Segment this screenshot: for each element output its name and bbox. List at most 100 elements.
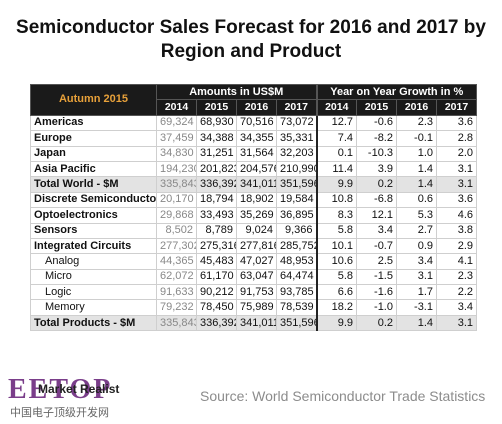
amount-year-header: 2014 (156, 99, 197, 116)
market-realist-brand: Market Realist (38, 382, 120, 396)
table-row: Memory 79,232 78,450 75,989 78,539 18.2 -1.0 -3… (30, 299, 478, 316)
amount-cell: 8,789 (196, 222, 237, 239)
growth-cell: 5.8 (315, 222, 357, 239)
growth-cell: 7.4 (315, 130, 357, 147)
table-row: Micro 62,072 61,170 63,047 64,474 5.8 -1.5 3.1 2… (30, 268, 478, 286)
amount-year-header: 2015 (196, 99, 237, 116)
growth-cell: 5.8 (315, 268, 357, 286)
amount-cell: 277,816 (236, 237, 277, 255)
amount-cell: 341,011 (236, 314, 277, 332)
amount-cell: 210,990 (276, 160, 317, 178)
header-row-groups: Autumn 2015 Amounts in US$M Year on Year… (30, 83, 478, 116)
amount-cell: 36,895 (276, 207, 317, 224)
growth-cell: -1.0 (356, 299, 397, 316)
amount-cell: 69,324 (156, 114, 197, 132)
growth-cell: 2.7 (396, 222, 437, 239)
growth-cell: 2.9 (435, 237, 478, 255)
growth-cell: 12.7 (315, 114, 357, 132)
growth-cell: 9.9 (315, 314, 357, 332)
amount-cell: 78,450 (196, 299, 237, 316)
amount-cell: 20,170 (156, 191, 197, 209)
table-row: Optoelectronics 29,868 33,493 35,269 36,895 8… (30, 207, 478, 224)
growth-cell: 3.4 (356, 222, 397, 239)
row-label: Europe (30, 130, 157, 147)
growth-year-header: 2014 (315, 99, 357, 116)
growth-cell: 3.1 (396, 268, 437, 286)
amount-cell: 336,392 (196, 176, 237, 193)
table-row: Europe 37,459 34,388 34,355 35,331 7.4 -8.2 -0.… (30, 130, 478, 147)
amount-cell: 335,843 (156, 176, 197, 193)
amount-cell: 37,459 (156, 130, 197, 147)
amount-cell: 93,785 (276, 284, 317, 301)
growth-cell: 2.2 (435, 284, 478, 301)
growth-year-header: 2017 (435, 99, 478, 116)
growth-year-header: 2015 (356, 99, 397, 116)
table-row: Logic 91,633 90,212 91,753 93,785 6.6 -1.6 1.7 2… (30, 284, 478, 301)
growth-cell: 2.3 (396, 114, 437, 132)
table-row: Total World - $M 335,843 336,392 341,011 351… (30, 176, 478, 193)
growth-cell: 0.2 (356, 314, 397, 332)
growth-cell: 3.1 (435, 160, 478, 178)
growth-cell: 2.3 (435, 268, 478, 286)
amount-cell: 31,564 (236, 145, 277, 162)
growth-cell: 8.3 (315, 207, 357, 224)
growth-cell: 1.7 (396, 284, 437, 301)
row-label: Discrete Semiconductors (30, 191, 157, 209)
growth-cell: -0.1 (396, 130, 437, 147)
amount-cell: 29,868 (156, 207, 197, 224)
row-label: Americas (30, 114, 157, 132)
growth-cell: 0.6 (396, 191, 437, 209)
growth-cell: 1.4 (396, 176, 437, 193)
growth-cell: 3.1 (435, 176, 478, 193)
row-label: Total Products - $M (30, 314, 157, 332)
amount-cell: 75,989 (236, 299, 277, 316)
autumn-label: Autumn 2015 (30, 84, 157, 116)
growth-cell: 3.4 (396, 253, 437, 270)
header-row-years: 2014 2015 2016 2017 2014 2015 2016 2017 (31, 99, 478, 116)
amount-cell: 275,316 (196, 237, 237, 255)
eetop-watermark-text: 中国电子顶级开发网 (10, 407, 109, 419)
amount-cell: 204,576 (236, 160, 277, 178)
growth-cell: 10.1 (315, 237, 357, 255)
amount-cell: 90,212 (196, 284, 237, 301)
growth-cell: 0.1 (315, 145, 357, 162)
amount-cell: 33,493 (196, 207, 237, 224)
row-label: Integrated Circuits (30, 237, 157, 255)
amount-cell: 34,355 (236, 130, 277, 147)
growth-cell: 11.4 (315, 160, 357, 178)
amount-cell: 64,474 (276, 268, 317, 286)
amount-cell: 68,930 (196, 114, 237, 132)
amount-cell: 19,584 (276, 191, 317, 209)
amount-cell: 335,843 (156, 314, 197, 332)
growth-cell: 2.0 (435, 145, 478, 162)
amount-year-header: 2017 (276, 99, 317, 116)
amount-cell: 341,011 (236, 176, 277, 193)
row-label: Memory (30, 299, 157, 316)
amount-cell: 351,596 (276, 314, 317, 332)
growth-cell: 5.3 (396, 207, 437, 224)
sales-table-container: Autumn 2015 Amounts in US$M Year on Year… (30, 83, 478, 332)
amount-cell: 73,072 (276, 114, 317, 132)
amount-cell: 336,392 (196, 314, 237, 332)
growth-cell: 0.9 (396, 237, 437, 255)
growth-cell: 12.1 (356, 207, 397, 224)
growth-cell: 18.2 (315, 299, 357, 316)
amount-cell: 45,483 (196, 253, 237, 270)
amount-cell: 194,230 (156, 160, 197, 178)
amount-cell: 34,388 (196, 130, 237, 147)
amount-cell: 9,366 (276, 222, 317, 239)
growth-cell: -3.1 (396, 299, 437, 316)
eetop-watermark-logo: EETOP (8, 374, 113, 405)
growth-cell: 1.0 (396, 145, 437, 162)
amount-cell: 8,502 (156, 222, 197, 239)
growth-cell: 3.6 (435, 191, 478, 209)
growth-cell: 3.1 (435, 314, 478, 332)
growth-group-header: Year on Year Growth in % (315, 83, 478, 101)
growth-cell: 9.9 (315, 176, 357, 193)
row-label: Analog (30, 253, 157, 270)
growth-cell: 0.2 (356, 176, 397, 193)
chart-title: Semiconductor Sales Forecast for 2016 an… (16, 17, 486, 62)
amount-cell: 285,752 (276, 237, 317, 255)
amount-cell: 201,823 (196, 160, 237, 178)
table-row: Americas 69,324 68,930 70,516 73,072 12.7 -0.6… (30, 114, 478, 132)
